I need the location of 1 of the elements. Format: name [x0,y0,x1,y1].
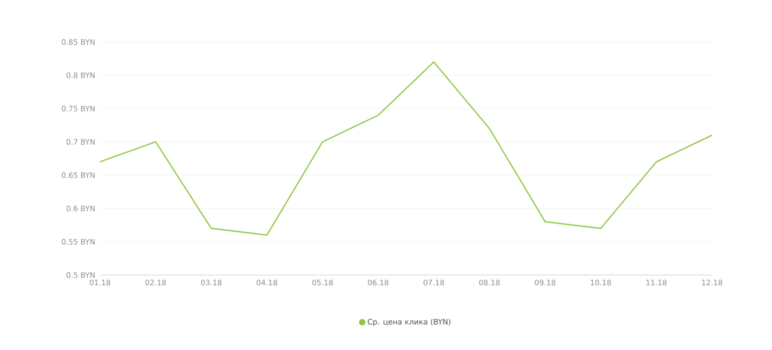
line-series [99,61,713,236]
